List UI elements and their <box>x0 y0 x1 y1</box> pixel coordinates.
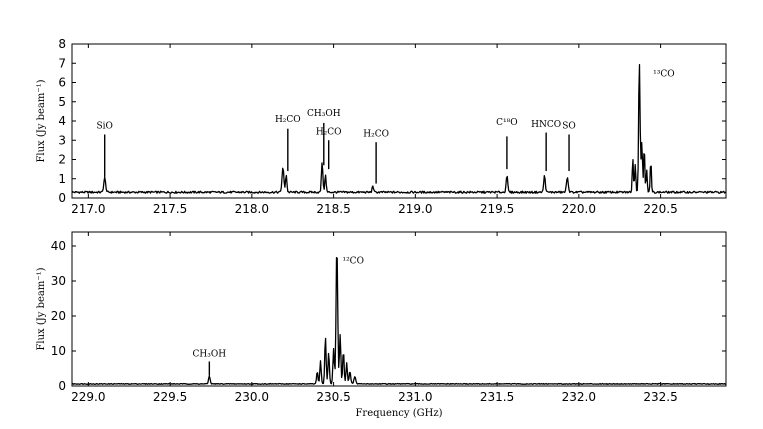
axes-frame-panel-1 <box>71 43 727 199</box>
x-tick-label: 219.0 <box>398 202 432 216</box>
y-tick-label: 5 <box>58 95 66 109</box>
y-axis-label: Flux (Jy beam⁻¹) <box>36 267 47 350</box>
axes-frame-panel-2 <box>71 231 727 387</box>
line-annotation-label: ¹²CO <box>342 257 363 267</box>
line-annotation-label: HNCO <box>531 120 561 130</box>
line-annotation-label: H₂CO <box>316 127 342 137</box>
x-tick-label: 232.0 <box>562 390 596 404</box>
x-tick-label: 229.5 <box>153 390 187 404</box>
x-tick-label: 229.0 <box>71 390 105 404</box>
line-annotation-label: C¹⁸O <box>496 118 517 128</box>
line-annotation-label: SO <box>562 122 576 132</box>
spectrum-line-panel-2 <box>71 256 727 385</box>
y-tick-label: 6 <box>58 76 66 90</box>
spectrum-line-panel-1 <box>71 63 727 194</box>
y-tick-label: 4 <box>58 114 66 128</box>
x-tick-label: 218.5 <box>316 202 350 216</box>
x-tick-label: 232.5 <box>643 390 677 404</box>
x-tick-label: 217.0 <box>71 202 105 216</box>
y-tick-label: 20 <box>51 309 66 323</box>
x-tick-label: 218.0 <box>235 202 269 216</box>
x-tick-label: 230.5 <box>316 390 350 404</box>
x-tick-label: 220.5 <box>643 202 677 216</box>
y-tick-label: 1 <box>58 172 66 186</box>
x-tick-label: 217.5 <box>153 202 187 216</box>
line-annotation-label: CH₃OH <box>307 109 341 119</box>
y-tick-label: 40 <box>51 239 66 253</box>
y-tick-label: 7 <box>58 56 66 70</box>
line-annotation-label: H₂CO <box>275 115 301 125</box>
y-tick-label: 0 <box>58 191 66 205</box>
x-tick-label: 219.5 <box>480 202 514 216</box>
x-axis-label: Frequency (GHz) <box>355 408 442 419</box>
line-annotation-label: H₂CO <box>363 129 389 139</box>
x-tick-label: 231.5 <box>480 390 514 404</box>
line-annotation-label: SiO <box>96 122 112 132</box>
line-annotation-label: CH₃OH <box>193 349 227 359</box>
x-tick-label: 220.0 <box>562 202 596 216</box>
y-tick-label: 3 <box>58 133 66 147</box>
line-annotation-label: ¹³CO <box>653 70 674 80</box>
y-tick-label: 10 <box>51 344 66 358</box>
y-tick-label: 0 <box>58 379 66 393</box>
y-tick-label: 2 <box>58 153 66 167</box>
y-tick-label: 30 <box>51 274 66 288</box>
y-axis-label: Flux (Jy beam⁻¹) <box>36 79 47 162</box>
y-tick-label: 8 <box>58 37 66 51</box>
x-tick-label: 230.0 <box>235 390 269 404</box>
x-tick-label: 231.0 <box>398 390 432 404</box>
